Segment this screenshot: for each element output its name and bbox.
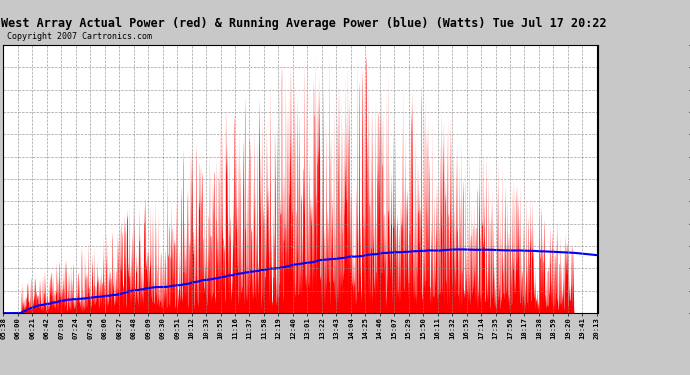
Text: Copyright 2007 Cartronics.com: Copyright 2007 Cartronics.com: [7, 32, 152, 41]
Text: West Array Actual Power (red) & Running Average Power (blue) (Watts) Tue Jul 17 : West Array Actual Power (red) & Running …: [1, 17, 607, 30]
